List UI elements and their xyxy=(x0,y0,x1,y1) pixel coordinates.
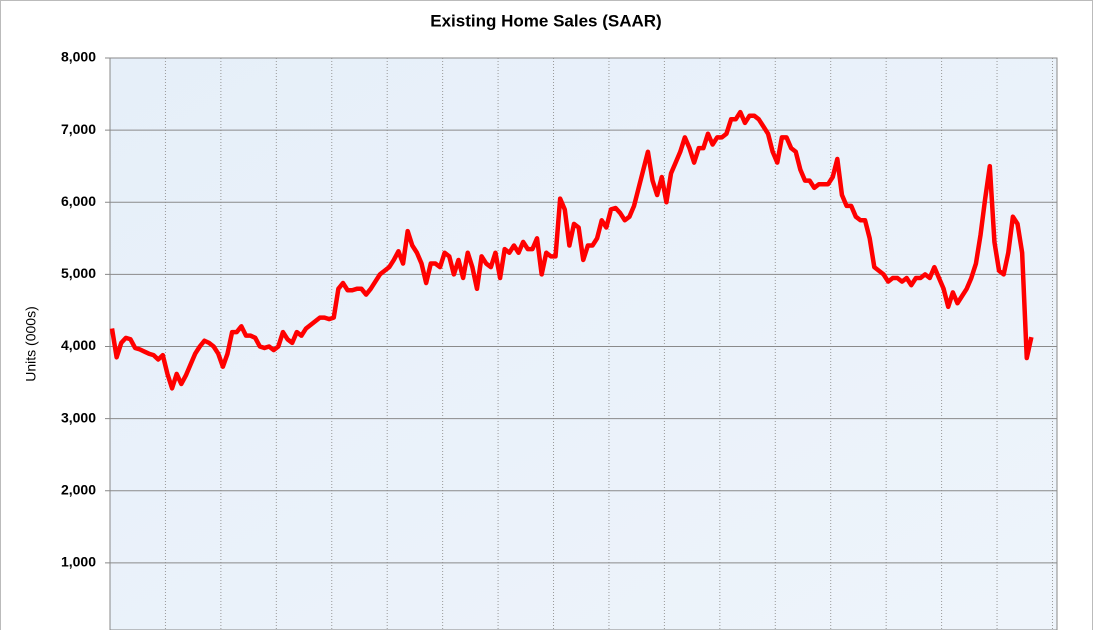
y-tick-label: 2,000 xyxy=(61,481,96,497)
y-axis-label: Units (000s) xyxy=(23,306,39,381)
data-line xyxy=(109,109,1034,391)
y-tick-label: 1,000 xyxy=(61,554,96,570)
y-tick-label: 7,000 xyxy=(61,121,96,137)
y-tick-label: 3,000 xyxy=(61,409,96,425)
y-tick-label: 8,000 xyxy=(61,49,96,65)
plot-area xyxy=(109,57,1058,630)
chart-title: Existing Home Sales (SAAR) xyxy=(430,11,661,30)
y-tick-label: 4,000 xyxy=(61,337,96,353)
y-tick-label: 5,000 xyxy=(61,265,96,281)
y-tick-label: 6,000 xyxy=(61,193,96,209)
